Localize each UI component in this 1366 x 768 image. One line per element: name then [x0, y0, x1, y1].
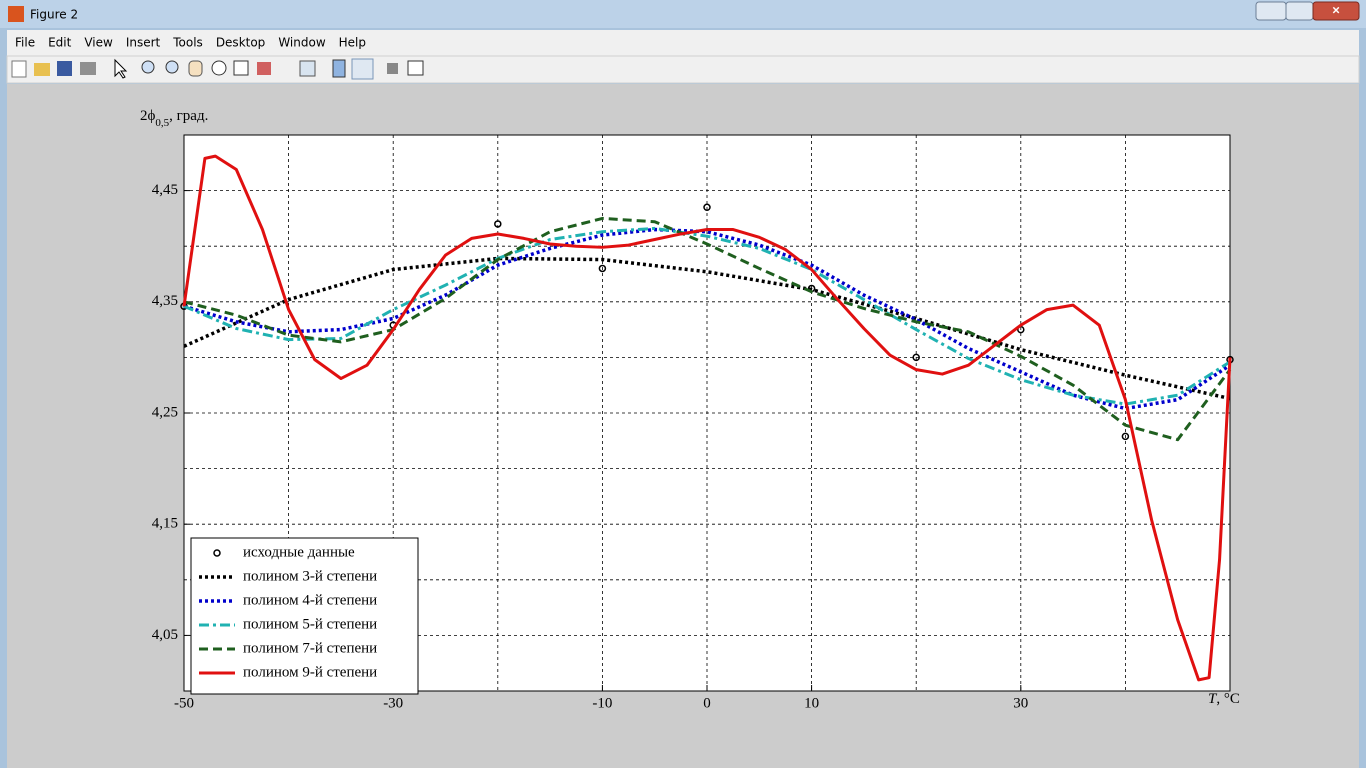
y-axis-label: 2ϕ0,5, град. [140, 108, 208, 128]
legend-marker [213, 549, 221, 557]
x-label-rest: , °C [1216, 691, 1240, 707]
dock-icon[interactable] [407, 60, 424, 76]
title-bar [0, 0, 1366, 28]
zoom-in-icon[interactable] [141, 60, 155, 74]
menu-item[interactable]: Window [278, 36, 326, 50]
x-label-main: T [1208, 691, 1218, 707]
rotate-icon[interactable] [211, 60, 227, 76]
menu: File Edit View Insert Tools Desktop Window Help [15, 36, 366, 50]
plot: -50 -30 -10 0 10 30 4,05 4,15 4,25 4,35 4,45 исходн… [152, 134, 1234, 711]
zoom-out-icon[interactable] [165, 60, 179, 74]
link-icon[interactable] [299, 60, 316, 77]
open-icon[interactable] [34, 63, 50, 76]
x-tick-label: 0 [703, 695, 711, 711]
app-icon [8, 6, 24, 22]
legend-icon[interactable] [351, 58, 374, 80]
data-point [494, 220, 502, 228]
toolbar-icons [11, 58, 424, 80]
legend-label: исходные данные [243, 544, 355, 560]
print-icon[interactable] [80, 62, 96, 75]
x-tick-label: 10 [804, 695, 819, 711]
toolbar [6, 55, 1360, 84]
select-icon[interactable] [114, 58, 128, 79]
menu-item[interactable]: Help [339, 36, 366, 50]
y-label-main: 2ϕ [140, 108, 156, 124]
y-tick-label: 4,25 [152, 404, 178, 420]
menu-item[interactable]: Insert [126, 36, 161, 50]
menu-bar [7, 30, 1359, 56]
legend-label: полином 3-й степени [243, 568, 377, 584]
y-tick-label: 4,35 [152, 293, 178, 309]
datacursor-icon[interactable] [233, 60, 249, 76]
minimize-button[interactable] [1255, 1, 1287, 21]
menu-item[interactable]: Edit [48, 36, 72, 50]
y-tick-label: 4,45 [152, 182, 178, 198]
menu-item[interactable]: Tools [172, 36, 203, 50]
y-tick-label: 4,15 [152, 516, 178, 532]
menu-item[interactable]: View [84, 36, 113, 50]
x-tick-label: -30 [383, 695, 403, 711]
data-point [703, 203, 711, 212]
data-point [598, 264, 607, 273]
y-label-rest: , град. [169, 108, 208, 124]
legend-box [190, 537, 419, 695]
new-icon[interactable] [11, 60, 27, 78]
legend-label: полином 4-й степени [243, 592, 377, 608]
close-icon: × [1332, 2, 1340, 17]
x-tick-label: -10 [592, 695, 612, 711]
hide-tools-icon[interactable] [387, 63, 398, 74]
pan-icon[interactable] [188, 60, 203, 77]
series-line [183, 226, 1231, 406]
legend-label: полином 9-й степени [243, 664, 377, 680]
data-point [912, 353, 920, 362]
series-line [183, 256, 1231, 401]
x-tick-label: -50 [174, 695, 194, 711]
y-label-sub: 0,5 [155, 117, 169, 129]
window-title: Figure 2 [30, 8, 78, 22]
save-icon[interactable] [57, 61, 72, 76]
legend-label: полином 5-й степени [243, 616, 377, 632]
colorbar-icon[interactable] [332, 59, 346, 78]
maximize-button[interactable] [1285, 1, 1314, 21]
series-line [183, 216, 1232, 442]
menu-item[interactable]: Desktop [216, 36, 266, 50]
brush-icon[interactable] [257, 62, 271, 75]
x-tick-label: 30 [1013, 695, 1028, 711]
close-button[interactable] [1312, 1, 1360, 21]
series-line [182, 154, 1232, 682]
legend-label: полином 7-й степени [243, 640, 377, 656]
x-axis-label: T, °C [1208, 691, 1240, 707]
data-point [1121, 432, 1130, 441]
menu-item[interactable]: File [15, 36, 35, 50]
y-tick-label: 4,05 [152, 627, 178, 643]
